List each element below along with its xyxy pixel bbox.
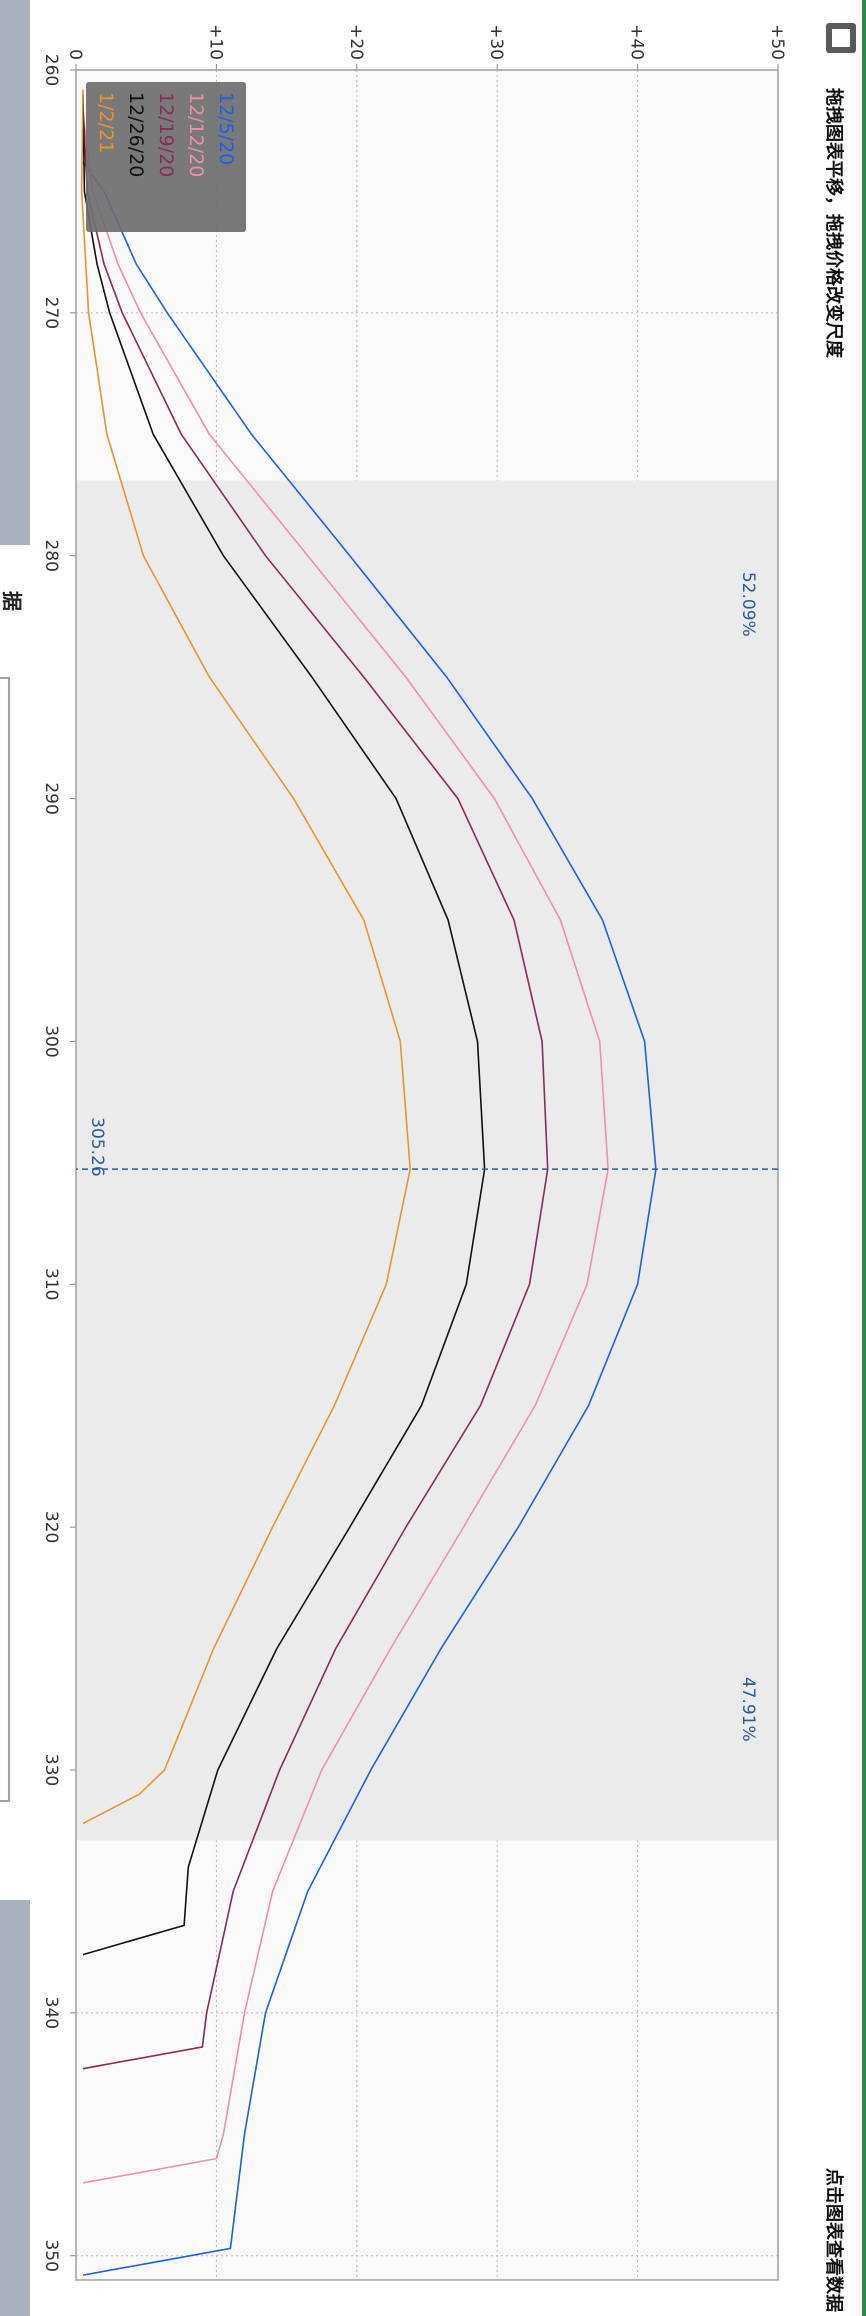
- x-tick-label: 270: [41, 297, 61, 329]
- price-marker-label: 305.26: [87, 1117, 107, 1176]
- left-side-panel: [0, 0, 30, 545]
- side-panel-label: 据: [0, 591, 24, 611]
- right-side-panel: [0, 1900, 30, 2316]
- legend-entry: 12/5/20: [215, 92, 237, 165]
- y-tick-label: +40: [627, 24, 647, 60]
- legend-entry: 1/2/21: [95, 92, 117, 153]
- x-tick-label: 310: [41, 1268, 61, 1300]
- legend-box: [86, 82, 246, 232]
- series-line-1: [82, 113, 609, 2184]
- series-line-2: [82, 106, 549, 2070]
- legend-entry: 12/12/20: [185, 92, 207, 177]
- probability-annotation: 47.91%: [738, 1677, 758, 1742]
- x-tick-label: 320: [41, 1511, 61, 1543]
- series-line-4: [80, 89, 412, 1825]
- x-tick-label: 290: [41, 782, 61, 814]
- y-tick-label: +50: [767, 24, 787, 60]
- y-tick-label: +30: [486, 24, 506, 60]
- y-tick-label: +20: [346, 24, 366, 60]
- plot-frame: [75, 69, 779, 2281]
- x-tick-label: 300: [41, 1025, 61, 1057]
- x-tick-label: 260: [41, 54, 61, 86]
- x-tick-label: 350: [41, 2239, 61, 2271]
- legend-entry: 12/19/20: [155, 92, 177, 177]
- x-tick-label: 340: [41, 1997, 61, 2029]
- y-tick-label: +10: [205, 24, 225, 60]
- series-line-3: [82, 94, 486, 1956]
- legend-entry: 12/26/20: [125, 92, 147, 177]
- y-tick-label: 0: [65, 49, 85, 60]
- x-tick-label: 280: [41, 539, 61, 571]
- probability-annotation: 52.09%: [738, 572, 758, 637]
- data-box-outline: [0, 677, 10, 1802]
- shaded-range: [76, 480, 778, 1841]
- x-tick-label: 330: [41, 1754, 61, 1786]
